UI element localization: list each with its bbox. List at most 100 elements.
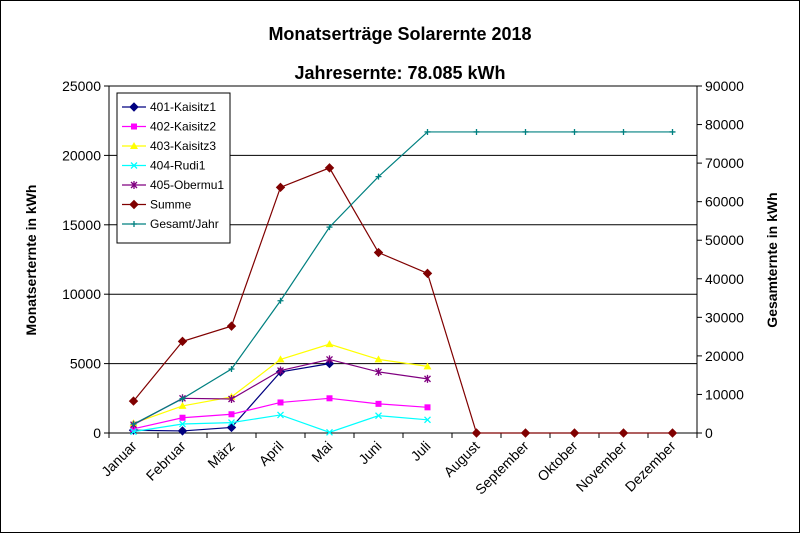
data-point [424,416,431,424]
legend-label: 405-Obermu1 [150,178,224,192]
data-point [228,419,235,427]
y2-tick-label: 0 [705,425,713,441]
data-point [326,395,333,402]
data-point [423,362,432,370]
series-line [133,167,673,434]
data-point [375,412,382,420]
data-point [374,355,383,363]
series-403-Kaisitz3 [129,340,432,427]
data-point [669,128,676,135]
x-tick-label: Februar [143,438,189,484]
data-point [226,321,237,331]
legend-label: 402-Kaisitz2 [150,120,216,134]
x-tick-label: Juni [355,438,384,467]
y-tick-label: 0 [93,425,101,441]
data-point [275,182,286,193]
legend-label: 403-Kaisitz3 [150,139,216,153]
chart-title: Monatserträge Solarernte 2018 [268,24,531,44]
x-tick-label: August [440,438,482,480]
data-point [130,181,138,189]
data-point [326,428,333,436]
x-tick-label: Dezember [622,438,679,495]
data-point [620,128,627,135]
y2-tick-label: 70000 [705,155,744,171]
y-tick-label: 15000 [62,217,101,233]
data-point [130,421,137,428]
data-point [177,426,188,436]
x-tick-label: November [573,438,630,495]
series-404-Rudi1 [130,411,431,436]
data-point [179,414,186,421]
legend-entry: 401-Kaisitz1 [122,100,216,114]
y-tick-label: 20000 [62,147,101,163]
y2-tick-label: 10000 [705,386,744,402]
data-point [228,411,235,418]
data-point [129,199,139,210]
data-point [129,102,139,112]
series-Summe [128,163,678,438]
y2-tick-label: 60000 [705,194,744,210]
data-point [375,367,382,376]
data-point [375,400,382,407]
legend-label: 401-Kaisitz1 [150,100,216,114]
y-tick-label: 10000 [62,286,101,302]
data-point [326,355,333,364]
data-point [130,425,137,432]
data-point [228,394,235,403]
data-point [569,428,580,438]
data-point [276,355,285,363]
data-point [471,428,482,438]
x-tick-label: Mai [308,438,335,465]
data-point [179,420,186,428]
legend-entry: Gesamt/Jahr [122,217,219,231]
data-point [128,396,139,406]
series-405-Obermu1 [130,355,431,429]
data-point [228,365,235,372]
data-point [424,374,431,383]
x-tick-label: Oktober [534,438,581,485]
series-402-Kaisitz2 [130,395,431,432]
data-point [277,297,284,304]
legend-entry: 404-Rudi1 [122,159,206,173]
data-point [277,399,284,406]
x-tick-label: Januar [98,438,140,480]
y-tick-label: 5000 [70,356,101,372]
data-point [520,428,531,438]
data-point [375,173,382,180]
y2-tick-label: 90000 [705,78,744,94]
data-point [277,411,284,419]
data-point [667,428,678,438]
data-point [326,224,333,231]
y2-tick-label: 20000 [705,348,744,364]
series-line [133,414,428,433]
y2-tick-label: 40000 [705,271,744,287]
x-tick-label: September [472,438,532,498]
y2-tick-label: 50000 [705,232,744,248]
data-point [422,268,433,279]
legend-entry: 402-Kaisitz2 [122,120,216,134]
legend: 401-Kaisitz1 402-Kaisitz2 403-Kaisitz3 404-… [116,92,231,244]
x-tick-label: März [204,438,237,471]
data-point [522,128,529,135]
y2-tick-label: 30000 [705,309,744,325]
legend-label: 404-Rudi1 [150,159,206,173]
data-point [130,162,138,169]
series-line [133,131,673,425]
data-point [130,142,138,149]
data-point [325,340,334,348]
x-tick-label: April [255,438,286,469]
y-tick-label: 25000 [62,78,101,94]
data-point [177,336,188,347]
chart-subtitle: Jahresernte: 78.085 kWh [294,63,505,83]
legend-entry: Summe [122,198,192,212]
data-point [178,401,187,409]
y2-tick-label: 80000 [705,117,744,133]
data-point [571,128,578,135]
series-group [128,128,678,438]
data-point [424,404,431,411]
legend-entry: 405-Obermu1 [122,178,224,192]
data-point [130,428,137,436]
data-point [277,366,284,375]
